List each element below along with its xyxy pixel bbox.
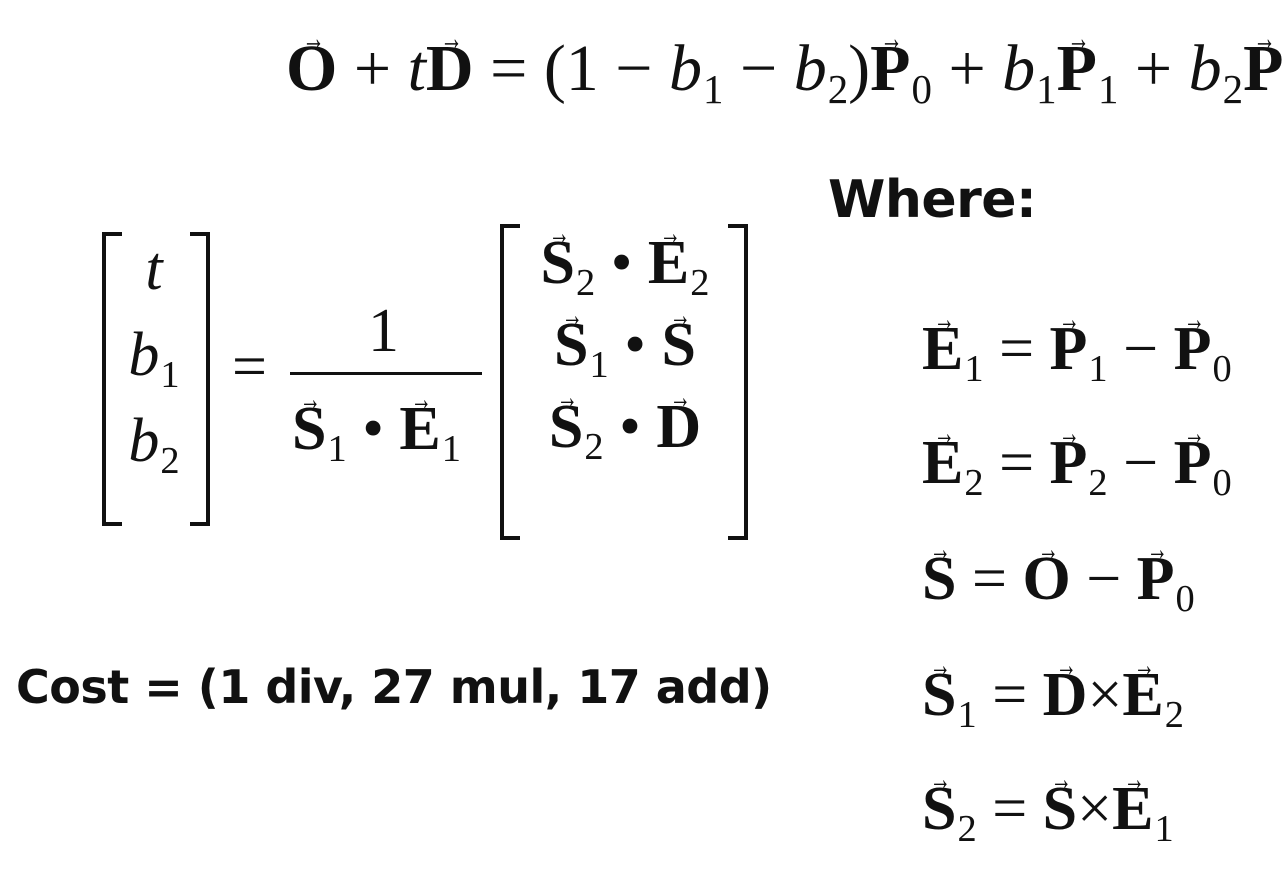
left-bracket-close <box>190 232 210 526</box>
dot-products-vector: S2 • E2 S1 • S S2 • D <box>512 232 738 467</box>
vector-O: O <box>286 36 337 102</box>
definition-S2: S2 = S×E1 <box>922 778 1174 849</box>
fraction-bar <box>290 372 482 375</box>
fraction-numerator: 1 <box>368 297 399 365</box>
main-equation: O + tD = (1 − b1 − b2)P0 + b1P1 + b2P2 <box>286 36 1284 111</box>
equals-sign: = <box>232 333 267 401</box>
definition-E1: E1 = P1 − P0 <box>922 318 1232 389</box>
vector-D: D <box>426 36 474 102</box>
right-bracket-open <box>500 224 520 540</box>
right-bracket-close <box>728 224 748 540</box>
definition-E2: E2 = P2 − P0 <box>922 432 1232 503</box>
left-bracket-open <box>102 232 122 526</box>
definition-S: S = O − P0 <box>922 548 1195 619</box>
vector-P0: P <box>870 36 910 102</box>
vector-P1: P <box>1057 36 1097 102</box>
fraction-denominator: S1 • E1 <box>292 398 461 469</box>
where-label: Where: <box>828 170 1037 230</box>
definition-S1: S1 = D×E2 <box>922 664 1184 735</box>
vector-P2: P <box>1243 36 1283 102</box>
cost-label: Cost = (1 div, 27 mul, 17 add) <box>16 660 772 714</box>
unknowns-vector: t b1 b2 <box>128 235 180 483</box>
